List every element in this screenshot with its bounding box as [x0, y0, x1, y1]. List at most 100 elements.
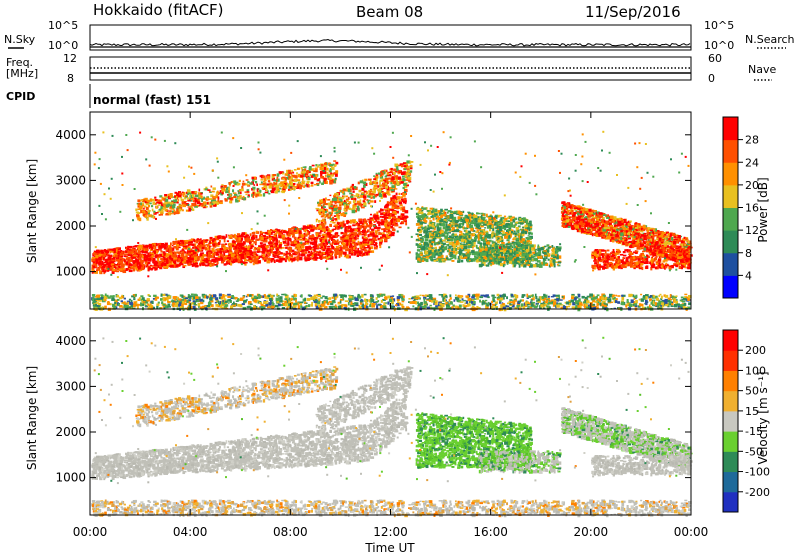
scatter-cell	[297, 258, 299, 261]
scatter-cell	[344, 200, 346, 202]
scatter-cell	[263, 254, 265, 257]
scatter-cell	[360, 199, 362, 202]
scatter-cell	[462, 211, 464, 213]
scatter-cell	[220, 190, 222, 193]
scatter-cell	[301, 167, 303, 169]
scatter-cell	[257, 247, 261, 249]
scatter-cell	[247, 196, 249, 198]
scatter-cell	[500, 230, 502, 232]
scatter-cell	[382, 234, 386, 237]
scatter-cell	[176, 248, 179, 250]
scatter-cell	[376, 173, 378, 175]
scatter-cell	[232, 241, 235, 244]
scatter-cell	[155, 268, 157, 270]
scatter-cell	[235, 198, 237, 200]
scatter-cell	[431, 241, 434, 243]
scatter-cell	[361, 188, 364, 191]
scatter-cell	[262, 187, 264, 189]
scatter-cell	[220, 251, 223, 254]
scatter-cell	[317, 165, 320, 167]
freq-unit: [MHz]	[6, 67, 38, 80]
scatter-cell	[400, 207, 402, 211]
scatter-cell	[284, 245, 288, 247]
scatter-cell	[263, 241, 266, 243]
scatter-cell	[385, 186, 388, 189]
scatter-cell	[129, 246, 133, 248]
scatter-cell	[297, 230, 299, 233]
scatter-cell	[185, 195, 187, 197]
scatter-cell	[255, 181, 257, 183]
scatter-cell	[370, 200, 374, 202]
scatter-cell	[353, 191, 355, 193]
scatter-cell	[93, 263, 96, 265]
scatter-cell	[321, 199, 323, 202]
scatter-cell	[232, 235, 234, 238]
scatter-cell	[400, 223, 402, 225]
freq-tick-bottom: 8	[67, 72, 74, 85]
scatter-cell	[428, 217, 431, 219]
scatter-cell	[363, 203, 367, 206]
scatter-cell	[520, 222, 523, 224]
scatter-cell	[169, 260, 172, 263]
scatter-cell	[98, 268, 100, 271]
scatter-cell	[260, 237, 263, 241]
scatter-cell	[211, 186, 213, 188]
scatter-cell	[342, 191, 344, 193]
scatter-cell	[357, 206, 359, 209]
scatter-cell	[164, 194, 167, 196]
scatter-cell	[407, 173, 411, 175]
scatter-cell	[203, 197, 205, 200]
scatter-cell	[374, 185, 378, 188]
scatter-cell	[141, 267, 144, 271]
scatter-cell	[342, 247, 345, 250]
scatter-cell	[176, 244, 179, 247]
scatter-cell	[173, 212, 177, 214]
scatter-cell	[321, 223, 324, 226]
scatter-cell	[263, 232, 265, 233]
scatter-cell	[145, 245, 147, 247]
scatter-cell	[267, 260, 270, 263]
scatter-cell	[261, 245, 264, 248]
scatter-cell	[481, 215, 483, 219]
scatter-cell	[230, 246, 232, 249]
scatter-cell	[233, 180, 236, 183]
scatter-cell	[213, 249, 215, 252]
scatter-cell	[333, 229, 336, 231]
scatter-cell	[452, 237, 454, 239]
scatter-cell	[285, 239, 287, 241]
scatter-cell	[128, 257, 131, 260]
nsky-label: N.Sky	[4, 33, 36, 46]
scatter-cell	[166, 253, 169, 256]
scatter-cell	[165, 199, 168, 202]
scatter-cell	[248, 246, 251, 248]
scatter-cell	[199, 189, 201, 192]
scatter-cell	[279, 171, 281, 173]
scatter-cell	[116, 258, 118, 260]
scatter-cell	[359, 219, 362, 221]
scatter-cell	[273, 182, 275, 185]
scatter-cell	[391, 220, 393, 223]
scatter-cell	[264, 257, 268, 260]
scatter-cell	[392, 206, 394, 209]
scatter-cell	[338, 226, 341, 229]
nsearch-label: N.Search	[745, 33, 795, 46]
scatter-cell	[496, 233, 499, 236]
scatter-cell	[312, 165, 315, 167]
scatter-cell	[188, 243, 192, 245]
scatter-cell	[349, 193, 352, 195]
scatter-cell	[213, 252, 216, 255]
scatter-cell	[357, 235, 359, 237]
scatter-cell	[352, 240, 355, 242]
scatter-cell	[348, 189, 351, 193]
scatter-cell	[212, 191, 215, 193]
scatter-cell	[197, 240, 201, 242]
scatter-cell	[329, 181, 333, 185]
scatter-cell	[251, 257, 254, 259]
scatter-cell	[285, 247, 288, 249]
scatter-cell	[209, 264, 211, 267]
scatter-cell	[367, 200, 369, 203]
scatter-cell	[328, 203, 331, 206]
scatter-cell	[314, 244, 317, 247]
scatter-cell	[369, 193, 372, 195]
scatter-cell	[298, 248, 301, 251]
